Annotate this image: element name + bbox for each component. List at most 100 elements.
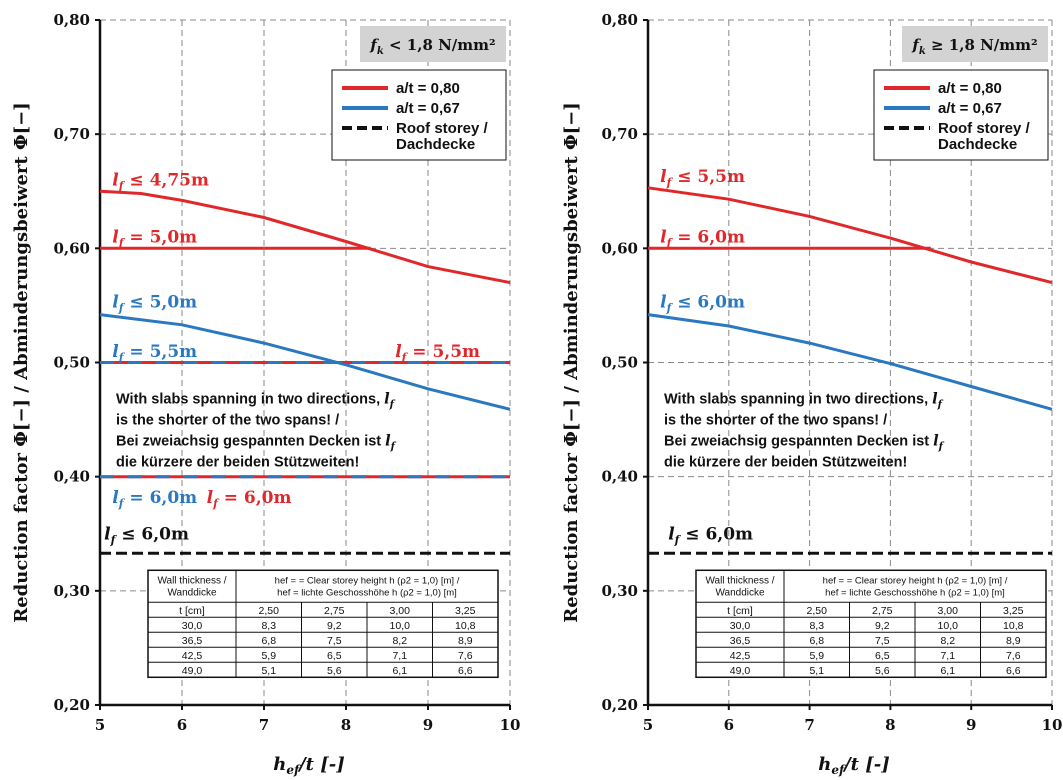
table-cell: 36,5 (182, 635, 203, 647)
table-cell: 6,1 (940, 665, 955, 677)
annotation-label: lf ≤ 6,0m (668, 524, 753, 546)
note-line: die kürzere der beiden Stützweiten! (664, 455, 907, 471)
table-cell: 8,2 (392, 635, 407, 647)
note-line: Bei zweiachsig gespannten Decken ist lf (116, 433, 397, 453)
y-axis-label: Reduction factor Φ[−] / Abminderungsbeiw… (11, 102, 32, 623)
table-cell: 7,1 (940, 650, 955, 662)
annotation-subscript: f (118, 497, 126, 510)
annotation-text: ≤ 5,0m (124, 293, 198, 313)
condition-subscript: k (919, 46, 926, 57)
chart-panel-1: 5 6 7 8 9 10 0,20 0,30 0,40 0,50 0,60 0,70 0,80 Reduc… (11, 11, 520, 777)
legend: a/t = 0,80 a/t = 0,67 Roof storey /Dachdec… (873, 69, 1049, 161)
note-line: is the shorter of the two spans! / (664, 413, 887, 429)
chart-panel-2: 5 6 7 8 9 10 0,20 0,30 0,40 0,50 0,60 0,70 0,80 Reduc… (561, 11, 1062, 777)
annotation-text: ≤ 6,0m (679, 524, 753, 544)
table-cell: 7,5 (875, 635, 890, 647)
note-line: Bei zweiachsig gespannten Decken ist lf (664, 433, 945, 453)
table-cell: t [cm] (179, 605, 205, 617)
y-tick-label: 0,20 (53, 696, 90, 714)
note-l: l (932, 391, 938, 408)
y-tick-label: 0,30 (53, 582, 90, 600)
note-text: die kürzere der beiden Stützweiten! (116, 455, 359, 471)
table-cell: 7,1 (392, 650, 407, 662)
x-tick-label: 5 (643, 716, 653, 734)
table-cell: 42,5 (182, 650, 203, 662)
annotation-label: lf = 6,0m (207, 488, 292, 510)
table-header-label: hef = lichte Geschosshöhe h (ρ2 = 1,0) [… (825, 587, 1005, 598)
x-label-tail: /t [-] (842, 754, 890, 775)
table-header-label: hef = lichte Geschosshöhe h (ρ2 = 1,0) [… (277, 587, 457, 598)
x-tick-label: 7 (804, 716, 814, 734)
annotation-subscript: f (674, 533, 682, 546)
x-tick-label: 8 (341, 716, 351, 734)
table-cell: 10,0 (390, 620, 411, 632)
condition-box (360, 26, 506, 62)
y-tick-label: 0,80 (53, 11, 90, 29)
condition-f: f (911, 36, 921, 54)
x-tick-label: 10 (500, 716, 521, 734)
annotation-label: lf = 5,5m (112, 342, 197, 364)
y-axis-label: Reduction factor Φ[−] / Abminderungsbeiw… (561, 102, 582, 623)
legend-label: Dachdecke (938, 136, 1017, 153)
table-cell: 8,9 (1006, 635, 1021, 647)
table-cell: 6,8 (809, 635, 824, 647)
table-cell: 7,6 (458, 650, 473, 662)
annotation-l: l (668, 524, 675, 544)
legend-label: Roof storey / (396, 120, 489, 137)
table-cell: 10,8 (455, 620, 476, 632)
note-text: is the shorter of the two spans! / (116, 413, 339, 429)
annotation-subscript: f (401, 351, 409, 364)
x-label-tail: /t [-] (297, 754, 345, 775)
annotation-subscript: f (110, 533, 118, 546)
annotation-label: lf ≤ 6,0m (660, 293, 745, 315)
table-cell: 9,2 (327, 620, 342, 632)
x-axis-label: hef/t [-] (818, 754, 890, 777)
y-tick-label: 0,70 (601, 125, 638, 143)
y-tick-label: 0,40 (53, 468, 90, 486)
x-label-subscript: ef (831, 763, 846, 777)
annotation-text: = 6,0m (671, 228, 745, 248)
x-label-h: h (818, 754, 831, 775)
annotation-subscript: f (118, 302, 126, 315)
annotation-l: l (112, 342, 119, 362)
series-line (99, 189, 511, 285)
y-tick-label: 0,60 (53, 239, 90, 257)
annotation-l: l (112, 228, 119, 248)
x-axis-label: hef/t [-] (273, 754, 345, 777)
annotation-subscript: f (666, 176, 674, 189)
annotation-l: l (207, 488, 214, 508)
series-group (99, 189, 511, 555)
note-text: is the shorter of the two spans! / (664, 413, 887, 429)
annotation-label: lf ≤ 5,0m (112, 293, 197, 315)
table-cell: 7,6 (1006, 650, 1021, 662)
condition-rest: ≥ 1,8 N/mm² (926, 36, 1038, 54)
annotation-subscript: f (212, 497, 220, 510)
table-cell: t [cm] (727, 605, 753, 617)
annotation-subscript: f (666, 302, 674, 315)
annotation-subscript: f (118, 237, 126, 250)
x-tick-label: 9 (966, 716, 976, 734)
table-cell: 49,0 (730, 665, 751, 677)
x-tick-label: 5 (95, 716, 105, 734)
condition-rest: < 1,8 N/mm² (384, 36, 496, 54)
legend-label: Roof storey / (938, 120, 1031, 137)
table-cell: 6,6 (458, 665, 473, 677)
table-header-label: Wanddicke (167, 587, 217, 598)
note-l: l (933, 433, 939, 450)
table-cell: 5,9 (809, 650, 824, 662)
x-tick-label: 8 (885, 716, 895, 734)
x-tick-label: 6 (724, 716, 734, 734)
table-cell: 3,00 (938, 605, 959, 617)
series-line (647, 186, 1053, 285)
x-tick-label: 9 (423, 716, 433, 734)
y-tick-label: 0,80 (601, 11, 638, 29)
lookup-table: Wall thickness /Wanddicke hef = = Clear s… (147, 569, 499, 679)
annotation-text: = 6,0m (124, 488, 198, 508)
table-cell: 6,1 (392, 665, 407, 677)
table-cell: 9,2 (875, 620, 890, 632)
note-subscript: f (389, 400, 396, 411)
table-cell: 8,3 (809, 620, 824, 632)
table-cell: 6,5 (327, 650, 342, 662)
table-header-label: hef = = Clear storey height h (ρ2 = 1,0)… (275, 575, 460, 586)
